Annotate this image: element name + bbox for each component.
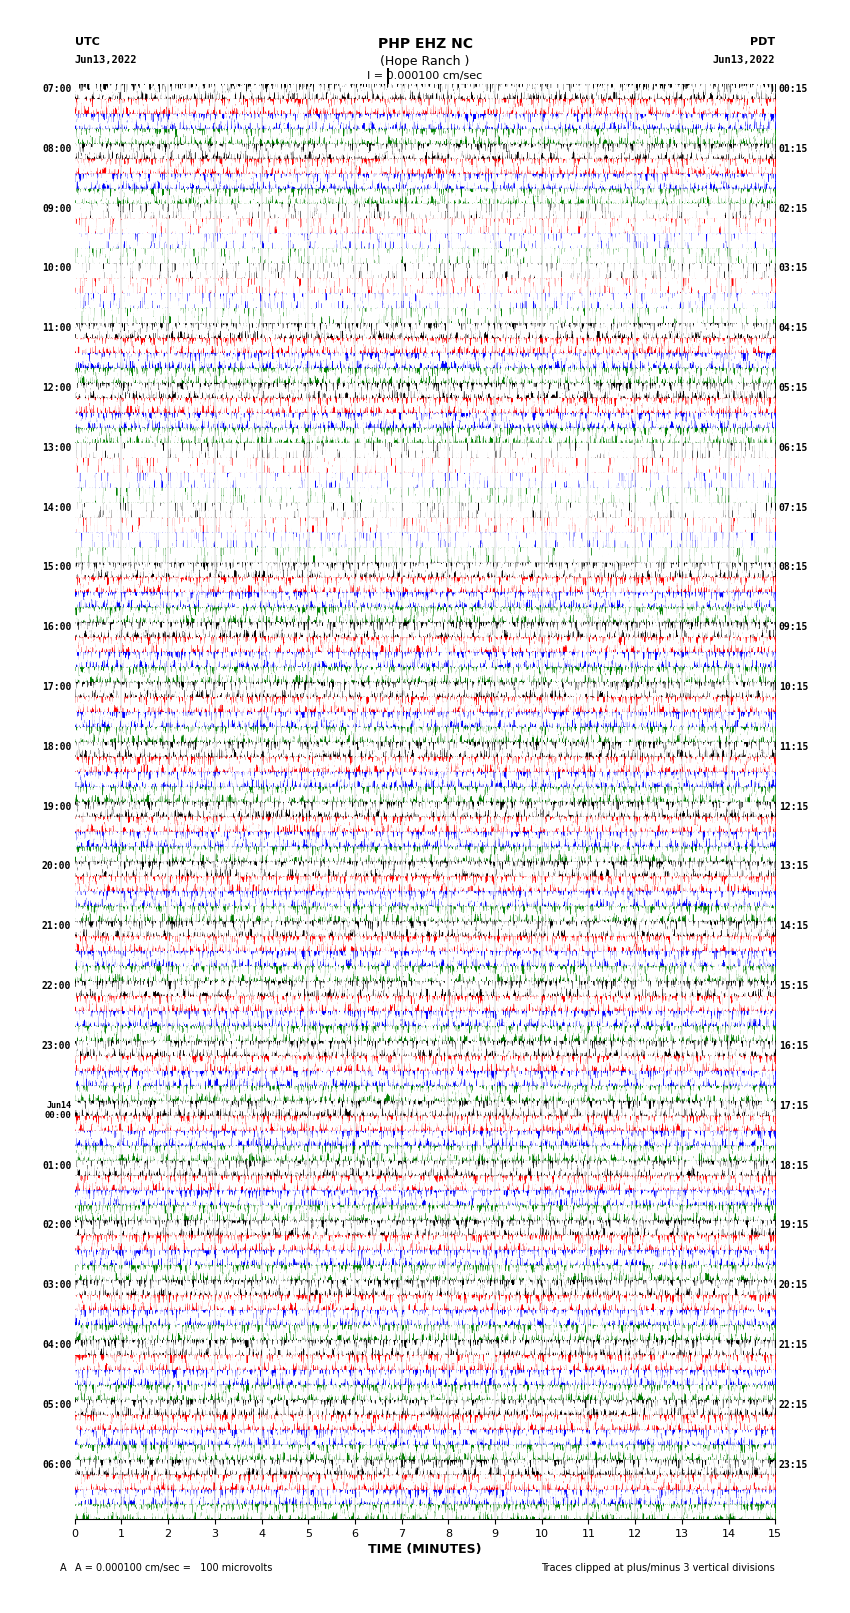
Text: 19:00: 19:00 bbox=[42, 802, 71, 811]
Text: 20:00: 20:00 bbox=[42, 861, 71, 871]
Text: 17:15: 17:15 bbox=[779, 1100, 808, 1111]
Text: 21:00: 21:00 bbox=[42, 921, 71, 931]
Text: 09:00: 09:00 bbox=[42, 203, 71, 213]
Text: 02:15: 02:15 bbox=[779, 203, 808, 213]
Text: Jun13,2022: Jun13,2022 bbox=[712, 55, 775, 65]
Text: 15:00: 15:00 bbox=[42, 563, 71, 573]
Text: UTC: UTC bbox=[75, 37, 99, 47]
Text: 19:15: 19:15 bbox=[779, 1221, 808, 1231]
Text: Traces clipped at plus/minus 3 vertical divisions: Traces clipped at plus/minus 3 vertical … bbox=[541, 1563, 775, 1573]
Text: 13:15: 13:15 bbox=[779, 861, 808, 871]
Text: 22:00: 22:00 bbox=[42, 981, 71, 990]
Text: 23:15: 23:15 bbox=[779, 1460, 808, 1469]
Text: 16:00: 16:00 bbox=[42, 623, 71, 632]
Text: 23:00: 23:00 bbox=[42, 1040, 71, 1052]
Text: PHP EHZ NC: PHP EHZ NC bbox=[377, 37, 473, 52]
Text: 06:15: 06:15 bbox=[779, 442, 808, 453]
Text: Jun13,2022: Jun13,2022 bbox=[75, 55, 138, 65]
Text: 16:15: 16:15 bbox=[779, 1040, 808, 1052]
Text: 12:15: 12:15 bbox=[779, 802, 808, 811]
Text: 02:00: 02:00 bbox=[42, 1221, 71, 1231]
Text: 13:00: 13:00 bbox=[42, 442, 71, 453]
Text: 17:00: 17:00 bbox=[42, 682, 71, 692]
Text: 15:15: 15:15 bbox=[779, 981, 808, 990]
Text: I = 0.000100 cm/sec: I = 0.000100 cm/sec bbox=[367, 71, 483, 81]
Text: 06:00: 06:00 bbox=[42, 1460, 71, 1469]
Text: 05:00: 05:00 bbox=[42, 1400, 71, 1410]
Text: 03:00: 03:00 bbox=[42, 1281, 71, 1290]
Text: 00:00: 00:00 bbox=[44, 1111, 71, 1119]
Text: 04:15: 04:15 bbox=[779, 323, 808, 334]
Text: 00:15: 00:15 bbox=[779, 84, 808, 94]
Text: 21:15: 21:15 bbox=[779, 1340, 808, 1350]
Text: 08:00: 08:00 bbox=[42, 144, 71, 153]
Text: 14:15: 14:15 bbox=[779, 921, 808, 931]
Text: 18:00: 18:00 bbox=[42, 742, 71, 752]
Text: 01:15: 01:15 bbox=[779, 144, 808, 153]
Text: A: A bbox=[60, 1563, 66, 1573]
Text: A = 0.000100 cm/sec =   100 microvolts: A = 0.000100 cm/sec = 100 microvolts bbox=[75, 1563, 272, 1573]
Text: 18:15: 18:15 bbox=[779, 1161, 808, 1171]
Text: 12:00: 12:00 bbox=[42, 382, 71, 394]
Text: 20:15: 20:15 bbox=[779, 1281, 808, 1290]
Text: 10:00: 10:00 bbox=[42, 263, 71, 273]
Text: (Hope Ranch ): (Hope Ranch ) bbox=[380, 55, 470, 68]
Text: 07:00: 07:00 bbox=[42, 84, 71, 94]
Text: 08:15: 08:15 bbox=[779, 563, 808, 573]
Text: 03:15: 03:15 bbox=[779, 263, 808, 273]
Text: 04:00: 04:00 bbox=[42, 1340, 71, 1350]
Text: 11:00: 11:00 bbox=[42, 323, 71, 334]
Text: 10:15: 10:15 bbox=[779, 682, 808, 692]
Text: 07:15: 07:15 bbox=[779, 503, 808, 513]
Text: 01:00: 01:00 bbox=[42, 1161, 71, 1171]
Text: 09:15: 09:15 bbox=[779, 623, 808, 632]
Text: 14:00: 14:00 bbox=[42, 503, 71, 513]
Text: Jun14: Jun14 bbox=[46, 1100, 71, 1110]
Text: 05:15: 05:15 bbox=[779, 382, 808, 394]
X-axis label: TIME (MINUTES): TIME (MINUTES) bbox=[368, 1544, 482, 1557]
Text: PDT: PDT bbox=[750, 37, 775, 47]
Text: 11:15: 11:15 bbox=[779, 742, 808, 752]
Text: 22:15: 22:15 bbox=[779, 1400, 808, 1410]
